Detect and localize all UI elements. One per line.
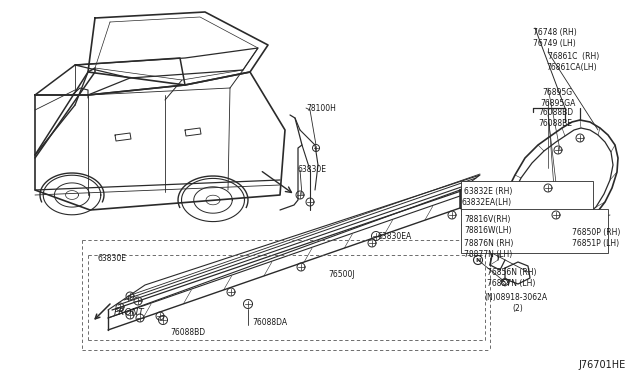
Text: (2): (2) (512, 304, 523, 313)
Text: 78876N (RH): 78876N (RH) (464, 239, 513, 248)
Text: J76701HE: J76701HE (578, 360, 625, 370)
Text: N: N (476, 257, 481, 263)
Text: 76748 (RH): 76748 (RH) (533, 28, 577, 37)
Text: 76850P (RH): 76850P (RH) (572, 228, 620, 237)
Text: (N)08918-3062A: (N)08918-3062A (484, 293, 547, 302)
Text: 78877N (LH): 78877N (LH) (464, 250, 512, 259)
Text: 76857N (LH): 76857N (LH) (487, 279, 536, 288)
Text: 63830E: 63830E (98, 254, 127, 263)
Text: 76861C  (RH): 76861C (RH) (548, 52, 599, 61)
Text: 76088BE: 76088BE (538, 119, 572, 128)
Text: 78816W(LH): 78816W(LH) (464, 226, 511, 235)
Text: 63832E (RH): 63832E (RH) (464, 187, 513, 196)
Text: 76856N (RH): 76856N (RH) (487, 268, 536, 277)
Text: 76500J: 76500J (328, 270, 355, 279)
Text: 76088BD: 76088BD (538, 108, 573, 117)
Text: 76088BD: 76088BD (170, 328, 205, 337)
Text: 76749 (LH): 76749 (LH) (533, 39, 576, 48)
Text: 63832EA(LH): 63832EA(LH) (462, 198, 512, 207)
Text: 76895G: 76895G (542, 88, 572, 97)
Text: 78816V(RH): 78816V(RH) (464, 215, 510, 224)
Text: 63830E: 63830E (298, 165, 327, 174)
FancyBboxPatch shape (461, 181, 593, 211)
Text: FRONT: FRONT (114, 308, 145, 317)
Text: 76088DA: 76088DA (252, 318, 287, 327)
Text: 76895GA: 76895GA (540, 99, 575, 108)
Text: 78100H: 78100H (306, 104, 336, 113)
Text: 76861CA(LH): 76861CA(LH) (546, 63, 596, 72)
Text: 76851P (LH): 76851P (LH) (572, 239, 619, 248)
FancyBboxPatch shape (461, 209, 608, 253)
Text: 63830EA: 63830EA (378, 232, 412, 241)
